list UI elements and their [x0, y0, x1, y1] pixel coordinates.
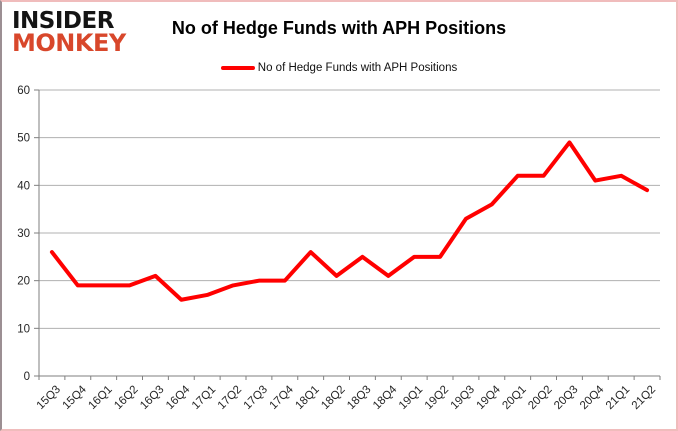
- svg-text:16Q1: 16Q1: [86, 384, 114, 412]
- svg-text:20Q2: 20Q2: [526, 384, 554, 412]
- logo-line-monkey: MONKEY: [12, 29, 126, 58]
- svg-text:0: 0: [24, 371, 30, 383]
- insider-monkey-logo: INSIDER MONKEY: [12, 8, 126, 58]
- svg-text:18Q2: 18Q2: [319, 384, 347, 412]
- svg-text:20Q3: 20Q3: [552, 384, 580, 412]
- svg-text:16Q3: 16Q3: [138, 384, 166, 412]
- svg-text:17Q1: 17Q1: [190, 384, 218, 412]
- svg-text:19Q2: 19Q2: [423, 384, 451, 412]
- svg-text:40: 40: [17, 180, 30, 192]
- svg-text:10: 10: [17, 323, 30, 335]
- legend-label: No of Hedge Funds with APH Positions: [257, 62, 458, 74]
- page-title: No of Hedge Funds with APH Positions: [171, 18, 507, 38]
- svg-text:19Q3: 19Q3: [449, 384, 477, 412]
- svg-text:20Q4: 20Q4: [578, 383, 607, 412]
- svg-text:17Q4: 17Q4: [268, 383, 297, 412]
- svg-text:50: 50: [17, 133, 30, 145]
- svg-text:17Q2: 17Q2: [216, 384, 244, 412]
- svg-text:16Q2: 16Q2: [112, 384, 140, 412]
- svg-text:18Q4: 18Q4: [371, 383, 400, 412]
- svg-text:18Q1: 18Q1: [293, 384, 321, 412]
- svg-text:30: 30: [17, 228, 30, 240]
- svg-text:60: 60: [17, 85, 30, 97]
- logo-line-insider: INSIDER: [12, 8, 114, 34]
- chart-legend: No of Hedge Funds with APH Positions: [2, 62, 676, 74]
- svg-text:20: 20: [17, 276, 30, 288]
- svg-text:15Q3: 15Q3: [35, 384, 63, 412]
- svg-text:16Q4: 16Q4: [164, 383, 193, 412]
- svg-text:15Q4: 15Q4: [61, 383, 90, 412]
- svg-text:21Q2: 21Q2: [630, 384, 658, 412]
- legend-line-swatch: [220, 66, 255, 70]
- svg-text:21Q1: 21Q1: [604, 384, 632, 412]
- svg-text:20Q1: 20Q1: [500, 384, 528, 412]
- svg-text:19Q1: 19Q1: [397, 384, 425, 412]
- svg-text:17Q3: 17Q3: [242, 384, 270, 412]
- svg-text:19Q4: 19Q4: [475, 383, 504, 412]
- svg-text:18Q3: 18Q3: [345, 384, 373, 412]
